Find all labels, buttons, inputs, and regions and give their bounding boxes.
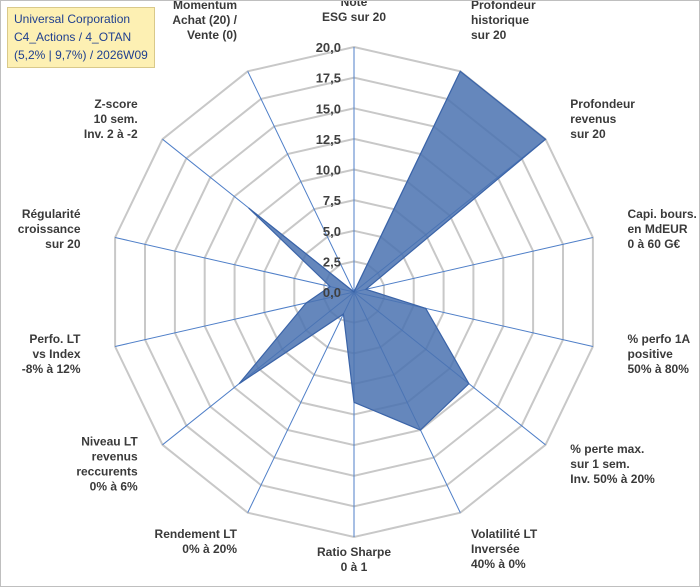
- axis-label-line: Vente (0): [187, 28, 237, 42]
- tick-label: 17,5: [316, 71, 341, 86]
- spoke-11: [114, 237, 355, 293]
- axis-label-7: Ratio Sharpe 0 à 1: [317, 545, 391, 574]
- chart-title-box: Universal Corporation C4_Actions / 4_OTA…: [7, 7, 155, 68]
- axis-label-line: Inversée: [471, 542, 520, 556]
- axis-label-3: Capi. bours. en MdEUR 0 à 60 G€: [628, 207, 697, 251]
- axis-label-line: positive: [628, 347, 674, 361]
- axis-label-line: croissance: [18, 222, 81, 236]
- axis-label-line: Capi. bours.: [628, 207, 697, 221]
- axis-label-line: revenus: [570, 112, 616, 126]
- tick-label: 7,5: [323, 193, 341, 208]
- axis-label-1: Profondeur historique sur 20: [471, 1, 536, 42]
- radial-tick-labels: 0,0 2,5 5,0 7,5 10,0 12,5 15,0 17,5 20,0: [316, 40, 341, 300]
- tick-label: 12,5: [316, 132, 341, 147]
- axis-label-6: Volatilité LT Inversée 40% à 0%: [471, 527, 538, 571]
- axis-label-line: sur 1 sem.: [570, 457, 629, 471]
- radar-series: [238, 70, 547, 431]
- title-line-stats: (5,2% | 9,7%) / 2026W09: [14, 48, 148, 62]
- axis-label-13: Momentum Achat (20) / Vente (0): [172, 1, 237, 42]
- axis-label-8: Rendement LT 0% à 20%: [155, 527, 238, 556]
- axis-label-line: Z-score: [94, 97, 138, 111]
- axis-label-line: 10 sem.: [94, 112, 138, 126]
- axis-label-line: vs Index: [32, 347, 80, 361]
- axis-label-line: 0 à 60 G€: [628, 237, 681, 251]
- axis-label-line: sur 20: [471, 28, 507, 42]
- axis-label-line: 0% à 20%: [182, 542, 237, 556]
- axis-label-line: Régularité: [22, 207, 81, 221]
- axis-label-line: Niveau LT: [81, 435, 138, 449]
- title-line-company: Universal Corporation: [14, 12, 131, 26]
- axis-label-line: % perte max.: [570, 442, 644, 456]
- axis-label-line: -8% à 12%: [22, 362, 81, 376]
- axis-label-2: Profondeur revenus sur 20: [570, 97, 635, 141]
- axis-label-line: Perfo. LT: [29, 332, 81, 346]
- axis-label-line: 0% à 6%: [90, 480, 138, 494]
- axis-label-line: sur 20: [570, 127, 606, 141]
- axis-label-line: Ratio Sharpe: [317, 545, 391, 559]
- axis-label-line: 0 à 1: [341, 560, 368, 574]
- axis-label-11: Régularité croissance sur 20: [18, 207, 81, 251]
- tick-label: 5,0: [323, 224, 341, 239]
- axis-label-line: 40% à 0%: [471, 557, 526, 571]
- spoke-13: [247, 71, 355, 293]
- axis-label-line: ESG sur 20: [322, 10, 386, 24]
- axis-label-0: Note ESG sur 20: [322, 1, 386, 24]
- axis-label-line: en MdEUR: [628, 222, 688, 236]
- spoke-8: [247, 291, 355, 513]
- axis-label-line: historique: [471, 13, 529, 27]
- axis-label-4: % perfo 1A positive 50% à 80%: [628, 332, 691, 376]
- axis-label-line: Profondeur: [570, 97, 635, 111]
- tick-label: 20,0: [316, 40, 341, 55]
- axis-label-line: sur 20: [45, 237, 81, 251]
- axis-label-line: Note: [341, 1, 368, 9]
- axis-label-line: Momentum: [173, 1, 237, 12]
- title-line-category: C4_Actions / 4_OTAN: [14, 30, 132, 44]
- spoke-3: [353, 237, 594, 293]
- axis-label-line: revenus: [92, 450, 138, 464]
- axis-label-line: Profondeur: [471, 1, 536, 12]
- axis-label-line: Volatilité LT: [471, 527, 538, 541]
- tick-label: 15,0: [316, 101, 341, 116]
- axis-label-9: Niveau LT revenus reccurents 0% à 6%: [76, 435, 138, 494]
- axis-label-line: Inv. 50% à 20%: [570, 472, 655, 486]
- axis-label-10: Perfo. LT vs Index -8% à 12%: [22, 332, 81, 376]
- axis-label-line: Rendement LT: [155, 527, 238, 541]
- axis-label-12: Z-score 10 sem. Inv. 2 à -2: [84, 97, 138, 141]
- axis-label-line: % perfo 1A: [628, 332, 691, 346]
- tick-label: 10,0: [316, 163, 341, 178]
- tick-label: 2,5: [323, 254, 341, 269]
- axis-label-5: % perte max. sur 1 sem. Inv. 50% à 20%: [570, 442, 655, 486]
- series-area: [238, 70, 547, 431]
- tick-label: 0,0: [323, 285, 341, 300]
- axis-label-line: Achat (20) /: [172, 13, 237, 27]
- axis-label-line: Inv. 2 à -2: [84, 127, 138, 141]
- axis-label-line: reccurents: [76, 465, 138, 479]
- axis-label-line: 50% à 80%: [628, 362, 690, 376]
